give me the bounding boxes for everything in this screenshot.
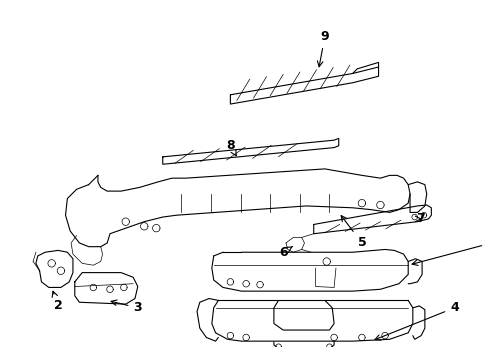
Text: 5: 5: [341, 216, 366, 249]
Text: 3: 3: [111, 300, 142, 314]
Text: 9: 9: [317, 30, 328, 67]
Text: 6: 6: [278, 246, 292, 259]
Text: 2: 2: [52, 291, 62, 312]
Text: 8: 8: [225, 139, 236, 156]
Text: 7: 7: [414, 212, 424, 225]
Text: 4: 4: [374, 301, 458, 340]
Text: 1: 1: [411, 237, 488, 265]
